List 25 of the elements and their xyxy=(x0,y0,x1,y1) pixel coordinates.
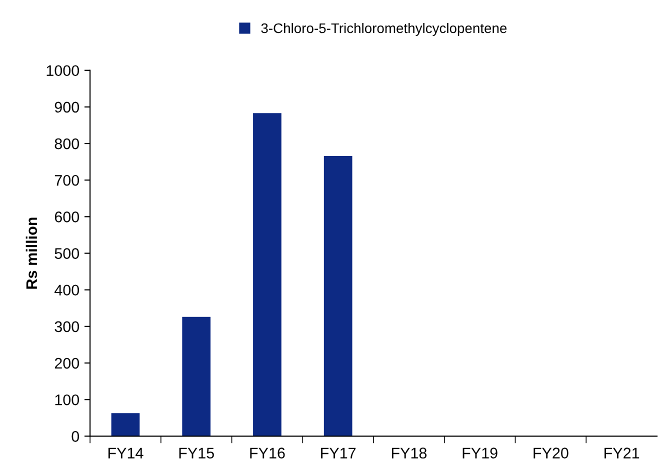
y-tick-label: 700 xyxy=(54,174,80,186)
y-tick-label: 300 xyxy=(54,321,80,332)
y-tick-label: 100 xyxy=(55,394,80,406)
x-tick-label: FY14 xyxy=(108,448,144,458)
bar xyxy=(253,113,282,436)
y-tick-label: 600 xyxy=(54,212,80,222)
x-tick-label: FY18 xyxy=(392,448,427,459)
y-tick-label: 500 xyxy=(54,248,80,259)
y-tick-label: 400 xyxy=(54,284,80,296)
x-tick-label: FY15 xyxy=(179,448,214,459)
y-tick-label: 900 xyxy=(54,102,80,113)
x-tick-label: FY16 xyxy=(250,448,285,459)
x-tick-label: FY19 xyxy=(462,448,498,459)
y-tick-label: 1000 xyxy=(46,65,80,76)
y-tick-label: 200 xyxy=(54,358,80,369)
x-tick-label: FY21 xyxy=(604,448,640,458)
bar xyxy=(111,413,140,436)
bar xyxy=(324,156,352,436)
y-tick-label: 0 xyxy=(72,431,80,442)
y-tick-label: 800 xyxy=(54,138,80,150)
legend-label: 3-Chloro-5-Trichloromethylcyclopentene xyxy=(261,22,507,36)
x-tick-label: FY17 xyxy=(321,448,356,458)
bar xyxy=(182,316,211,436)
y-axis-title: Rs million xyxy=(26,218,38,289)
x-tick-label: FY20 xyxy=(534,448,568,459)
